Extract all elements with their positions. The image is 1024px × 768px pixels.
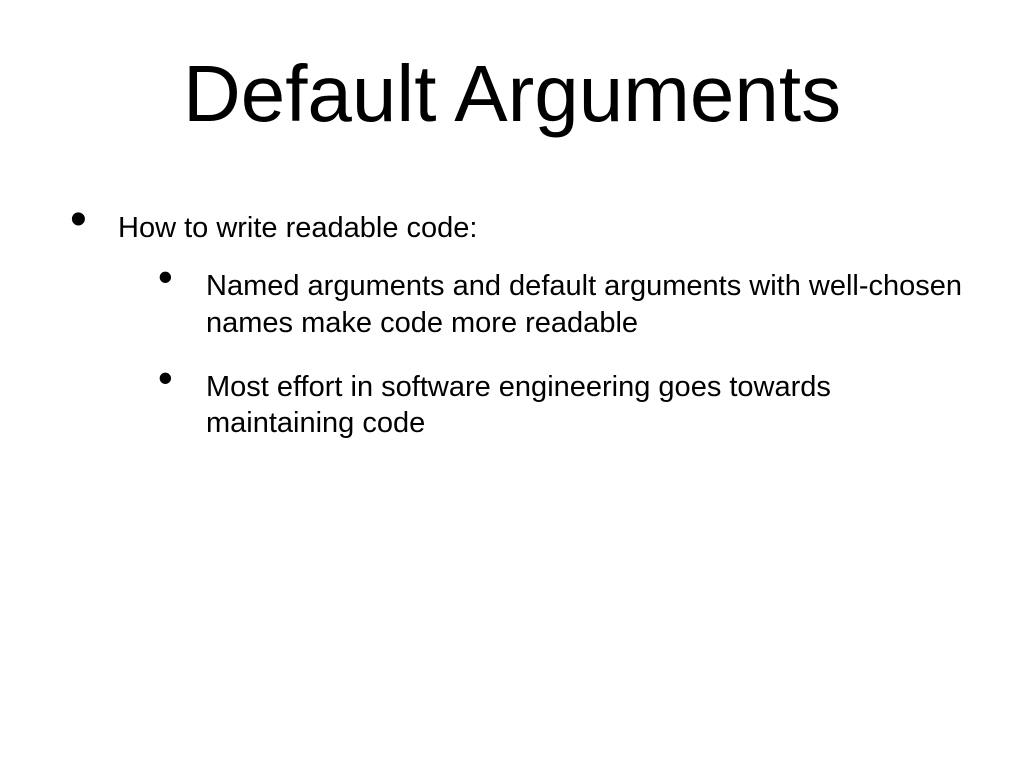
bullet-list-level-1: How to write readable code: Named argume… [70,210,964,441]
bullet-text: How to write readable code: [118,212,477,244]
list-item: Most effort in software engineering goes… [158,369,964,442]
slide-body: How to write readable code: Named argume… [70,210,964,469]
list-item: Named arguments and default arguments wi… [158,268,964,341]
bullet-text: Named arguments and default arguments wi… [206,270,962,338]
bullet-text: Most effort in software engineering goes… [206,371,831,439]
slide: Default Arguments How to write readable … [0,0,1024,768]
slide-title: Default Arguments [0,48,1024,140]
list-item: How to write readable code: Named argume… [70,210,964,441]
bullet-list-level-2: Named arguments and default arguments wi… [118,268,964,441]
